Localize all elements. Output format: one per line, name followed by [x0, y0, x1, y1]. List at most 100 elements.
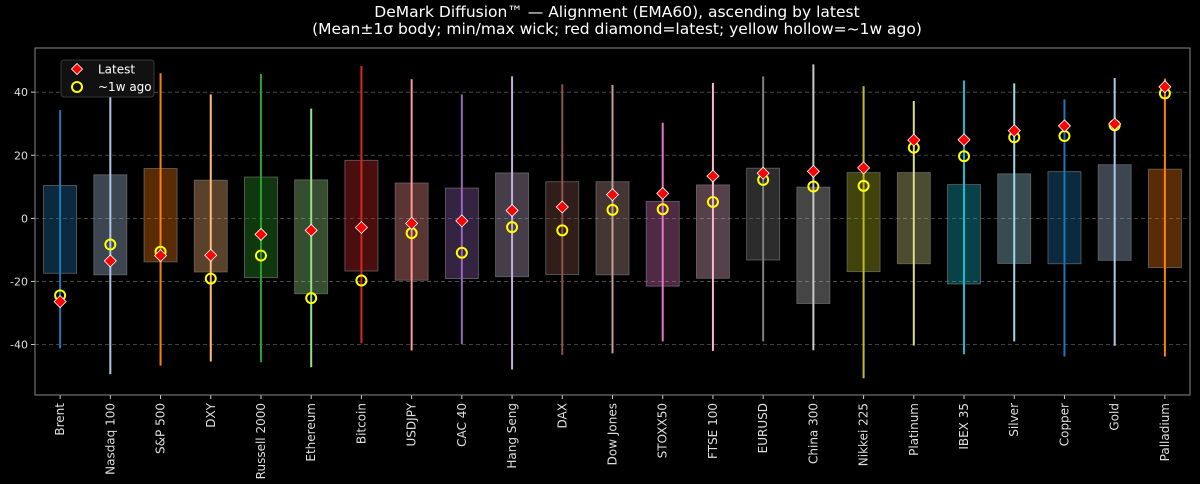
latest-marker	[405, 216, 419, 230]
latest-marker	[957, 133, 971, 147]
x-tick-label: Gold	[1108, 403, 1122, 431]
series-hang-seng	[495, 76, 529, 370]
y-tick-label: 0	[21, 212, 28, 225]
latest-marker	[1057, 119, 1072, 133]
latest-marker	[53, 295, 67, 309]
week-ago-marker	[455, 246, 468, 259]
chart-subtitle: (Mean±1σ body; min/max wick; red diamond…	[312, 20, 922, 38]
latest-marker	[304, 223, 318, 237]
week-ago-marker	[807, 180, 820, 193]
series-ibex-35	[947, 80, 981, 355]
legend-circle-icon	[71, 81, 83, 93]
series-palladium	[1147, 78, 1182, 357]
series-china-300	[796, 64, 831, 351]
series-nikkei-225	[846, 86, 881, 379]
latest-marker	[354, 220, 368, 235]
x-tick-label: Palladium	[1158, 403, 1172, 461]
week-ago-marker	[104, 238, 117, 251]
week-ago-marker	[958, 150, 971, 163]
legend-latest-label: Latest	[98, 63, 135, 77]
chart-title: DeMark Diffusion™ — Alignment (EMA60), a…	[374, 3, 859, 21]
week-ago-marker	[706, 195, 719, 208]
week-ago-marker	[556, 224, 569, 237]
week-ago-marker	[656, 203, 669, 216]
legend-week-ago-label: ~1w ago	[98, 80, 152, 94]
latest-marker	[1007, 124, 1021, 138]
x-tick-label: Nasdaq 100	[103, 403, 117, 475]
series-s-p-500	[143, 73, 178, 366]
plot-frame	[34, 47, 1191, 396]
week-ago-marker	[204, 272, 217, 285]
latest-marker	[1158, 80, 1172, 94]
latest-marker	[656, 186, 670, 200]
x-tick-label: CAC 40	[455, 403, 469, 447]
series-dxy	[193, 94, 228, 362]
x-tick-label: FTSE 100	[706, 403, 720, 459]
latest-marker	[605, 188, 620, 202]
latest-marker	[555, 200, 569, 214]
latest-marker	[756, 166, 770, 180]
series-copper	[1047, 99, 1082, 357]
y-tick-label: 40	[14, 86, 28, 99]
latest-marker	[505, 203, 519, 218]
series-brent	[43, 110, 78, 349]
x-tick-label: Bitcoin	[354, 403, 368, 444]
legend-box	[60, 59, 155, 98]
latest-marker	[1108, 117, 1122, 131]
x-tick-label: Dow Jones	[606, 403, 620, 465]
series-usdjpy	[394, 79, 429, 351]
latest-marker	[103, 254, 117, 268]
y-axis: -40 -20 0 20 40	[10, 86, 35, 352]
x-tick-label: IBEX 35	[957, 403, 971, 450]
latest-marker	[455, 214, 469, 228]
x-tick-label: Silver	[1007, 403, 1021, 437]
series-gold	[1097, 77, 1132, 346]
latest-marker	[204, 248, 218, 262]
latest-marker	[153, 249, 168, 263]
week-ago-marker	[506, 221, 519, 234]
week-ago-marker	[606, 203, 619, 216]
x-tick-label: S&P 500	[154, 403, 168, 454]
series-dax	[545, 84, 580, 355]
latest-marker	[907, 133, 921, 147]
week-ago-marker	[305, 292, 318, 305]
series-eurusd	[746, 76, 781, 342]
latest-marker	[806, 164, 820, 178]
series-silver	[997, 83, 1032, 342]
series-nasdaq-100	[93, 85, 128, 375]
latest-marker	[857, 161, 871, 175]
y-tick-label: -20	[10, 275, 28, 288]
x-tick-label: Platinum	[907, 403, 921, 456]
series-russell-2000	[244, 73, 278, 363]
week-ago-marker	[857, 179, 870, 192]
series-dow-jones	[595, 84, 630, 354]
x-tick-label: EURUSD	[756, 403, 770, 453]
series-stoxx50	[645, 122, 680, 342]
series-platinum	[896, 100, 931, 346]
week-ago-marker	[254, 249, 267, 262]
x-tick-label: Brent	[53, 403, 67, 436]
y-tick-label: 20	[14, 149, 28, 162]
series-ftse-100	[696, 83, 730, 351]
latest-marker	[254, 227, 268, 241]
series-cac-40	[444, 94, 479, 345]
x-tick-label: China 300	[806, 403, 820, 464]
y-tick-label: -40	[10, 339, 28, 352]
x-tick-label: Copper	[1057, 403, 1071, 446]
x-tick-label: DXY	[204, 402, 218, 427]
latest-marker	[706, 169, 720, 183]
series-ethereum	[294, 108, 329, 368]
week-ago-marker	[355, 274, 368, 287]
x-tick-label: DAX	[555, 403, 569, 428]
x-tick-label: Ethereum	[304, 403, 318, 462]
x-tick-label: USDJPY	[405, 402, 419, 446]
legend: Latest ~1w ago	[60, 59, 155, 98]
x-axis: Brent Nasdaq 100 S&P 500 DXY Russell 2000 Eth…	[53, 395, 1172, 479]
x-tick-label: STOXX50	[656, 403, 670, 458]
marks	[43, 64, 1182, 379]
x-tick-label: Nikkei 225	[857, 403, 871, 466]
x-tick-label: Hang Seng	[505, 403, 519, 469]
series-bitcoin	[344, 65, 379, 344]
legend-diamond-icon	[70, 62, 84, 76]
